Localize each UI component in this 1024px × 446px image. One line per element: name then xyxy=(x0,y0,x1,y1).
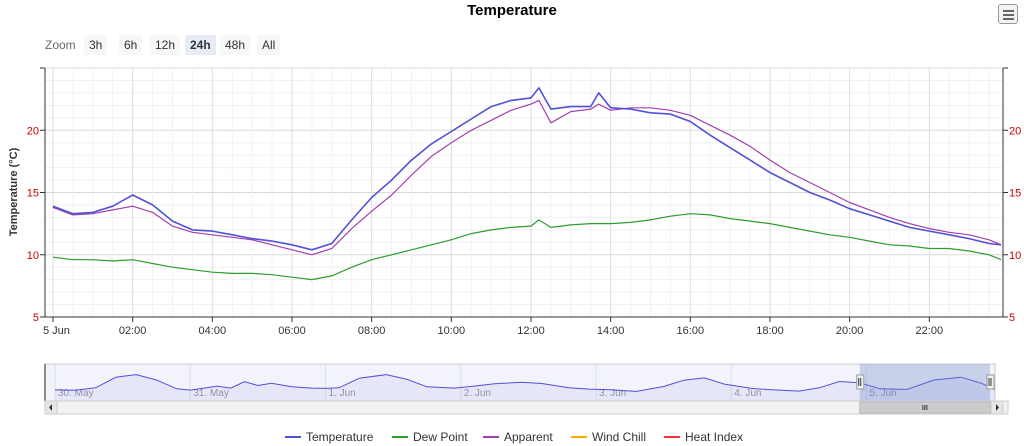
menu-icon-bar xyxy=(1003,18,1014,20)
zoom-label: Zoom xyxy=(45,38,76,52)
scroll-left-arrow-icon xyxy=(49,404,52,411)
x-tick-label: 10:00 xyxy=(438,325,466,337)
y-tick-label-left: 20 xyxy=(27,125,39,137)
y-tick-label-right: 10 xyxy=(1009,250,1021,262)
x-tick-label: 04:00 xyxy=(199,325,227,337)
x-tick-label: 14:00 xyxy=(597,325,625,337)
legend-dew-point[interactable]: Dew Point xyxy=(392,430,468,444)
navigator-area xyxy=(55,374,995,401)
x-tick-label: 5 Jun xyxy=(43,325,70,337)
legend-label: Heat Index xyxy=(685,430,744,444)
navigator-selection xyxy=(859,364,990,401)
grid-lines xyxy=(45,67,1003,318)
chart-axes: 5 5 10 10 15 15 20 20 5 Jun 02:00 04:00 06:00 08:00 1… xyxy=(27,67,1021,337)
scroll-right-arrow-icon xyxy=(996,404,999,411)
y-axis-title: Temperature (°C) xyxy=(8,147,20,236)
zoom-3h-button[interactable]: 3h xyxy=(84,35,108,55)
menu-icon-bar xyxy=(1003,10,1014,12)
chart-title: Temperature xyxy=(467,2,557,19)
zoom-48h-button[interactable]: 48h xyxy=(220,35,251,55)
legend-apparent[interactable]: Apparent xyxy=(483,430,553,444)
navigator-x-label: 30. May xyxy=(58,388,94,399)
navigator[interactable]: 30. May 31. May 1. Jun 2. Jun 3. Jun 4. Jun 5.… xyxy=(44,363,1009,415)
legend-swatch xyxy=(483,435,499,438)
y-tick-label-left: 15 xyxy=(27,188,39,200)
zoom-24h-button[interactable]: 24h xyxy=(185,35,216,55)
menu-icon-bar xyxy=(1003,14,1014,16)
y-tick-label-right: 20 xyxy=(1009,125,1021,137)
legend-wind-chill[interactable]: Wind Chill xyxy=(571,430,646,444)
legend-swatch xyxy=(285,435,301,438)
navigator-x-label: 3. Jun xyxy=(599,388,626,399)
series-line-temperature xyxy=(52,87,1002,251)
zoom-12h-button[interactable]: 12h xyxy=(150,35,181,55)
x-tick-label: 08:00 xyxy=(358,325,386,337)
navigator-x-label: 2. Jun xyxy=(464,388,491,399)
navigator-line xyxy=(54,374,996,392)
legend-temperature[interactable]: Temperature xyxy=(285,430,373,444)
series-lines xyxy=(52,87,1002,281)
x-tick-label: 22:00 xyxy=(916,325,944,337)
legend-label: Wind Chill xyxy=(592,430,647,444)
navigator-x-label: 31. May xyxy=(193,388,229,399)
y-tick-label-left: 5 xyxy=(33,312,39,324)
legend-swatch xyxy=(392,435,408,438)
x-tick-label: 06:00 xyxy=(278,325,306,337)
x-tick-label: 02:00 xyxy=(119,325,147,337)
series-line-dew-point xyxy=(52,213,1002,281)
zoom-6h-button[interactable]: 6h xyxy=(119,35,143,55)
legend-swatch xyxy=(664,435,680,438)
navigator-x-label: 4. Jun xyxy=(734,388,761,399)
y-tick-label-right: 5 xyxy=(1009,312,1015,324)
y-tick-label-right: 15 xyxy=(1009,188,1021,200)
legend-label: Dew Point xyxy=(413,430,468,444)
chart-menu-button[interactable] xyxy=(998,4,1018,24)
legend-heat-index[interactable]: Heat Index xyxy=(664,430,743,444)
y-tick-label-left: 10 xyxy=(27,250,39,262)
x-tick-label: 18:00 xyxy=(756,325,784,337)
navigator-x-label: 1. Jun xyxy=(329,388,356,399)
series-line-apparent xyxy=(52,99,1002,256)
x-tick-label: 16:00 xyxy=(677,325,705,337)
zoom-all-button[interactable]: All xyxy=(257,35,281,55)
navigator-x-label: 5. Jun xyxy=(870,388,897,399)
legend-label: Apparent xyxy=(504,430,553,444)
legend-label: Temperature xyxy=(306,430,374,444)
x-tick-label: 20:00 xyxy=(836,325,864,337)
legend-swatch xyxy=(571,435,587,438)
x-tick-label: 12:00 xyxy=(517,325,545,337)
